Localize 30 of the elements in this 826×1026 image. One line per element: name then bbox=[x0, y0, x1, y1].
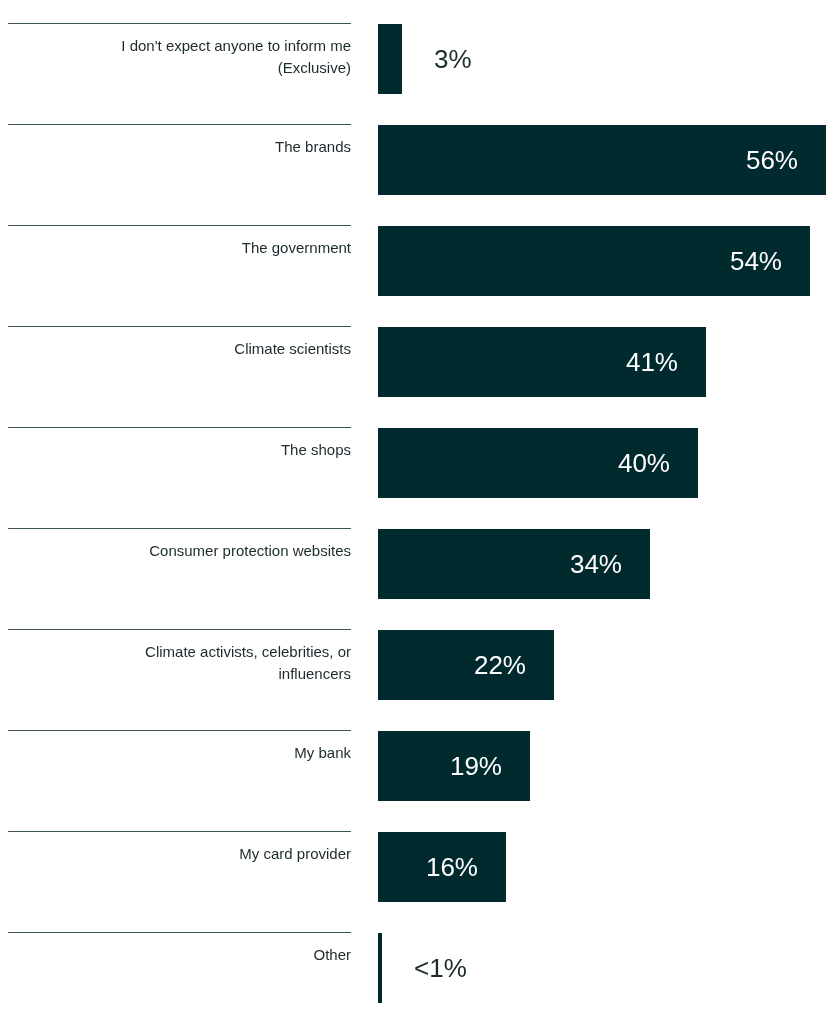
y-tick-label: I don't expect anyone to inform me (Exclusive) bbox=[121, 37, 351, 77]
y-tick-label: The shops bbox=[280, 441, 351, 459]
y-tick-label: Consumer protection websites bbox=[149, 542, 351, 560]
y-tick-label: My bank bbox=[294, 744, 352, 762]
y-tick-label: The brands bbox=[275, 138, 351, 156]
bar bbox=[378, 226, 810, 296]
bar bbox=[378, 731, 530, 801]
data-label: 34% bbox=[569, 549, 622, 579]
bar bbox=[378, 933, 382, 1003]
bar bbox=[378, 630, 554, 700]
bar bbox=[378, 125, 826, 195]
bar bbox=[378, 832, 506, 902]
bar bbox=[378, 327, 706, 397]
data-label: 22% bbox=[473, 650, 526, 680]
y-tick-label: My card provider bbox=[239, 845, 351, 863]
bar bbox=[378, 24, 402, 94]
y-tick-label: Climate activists, celebrities, or influencers bbox=[145, 643, 351, 683]
data-label: 56% bbox=[745, 145, 798, 175]
data-label: 19% bbox=[449, 751, 502, 781]
data-label: 41% bbox=[625, 347, 678, 377]
y-tick-label: Climate scientists bbox=[234, 340, 351, 358]
bar bbox=[378, 529, 650, 599]
data-label: 54% bbox=[729, 246, 782, 276]
data-label: 40% bbox=[617, 448, 670, 478]
bar bbox=[378, 428, 698, 498]
data-label: <1% bbox=[414, 953, 467, 983]
data-label: 3% bbox=[434, 44, 472, 74]
y-tick-label: The government bbox=[241, 239, 352, 257]
y-tick-label: Other bbox=[313, 946, 351, 964]
data-label: 16% bbox=[425, 852, 478, 882]
